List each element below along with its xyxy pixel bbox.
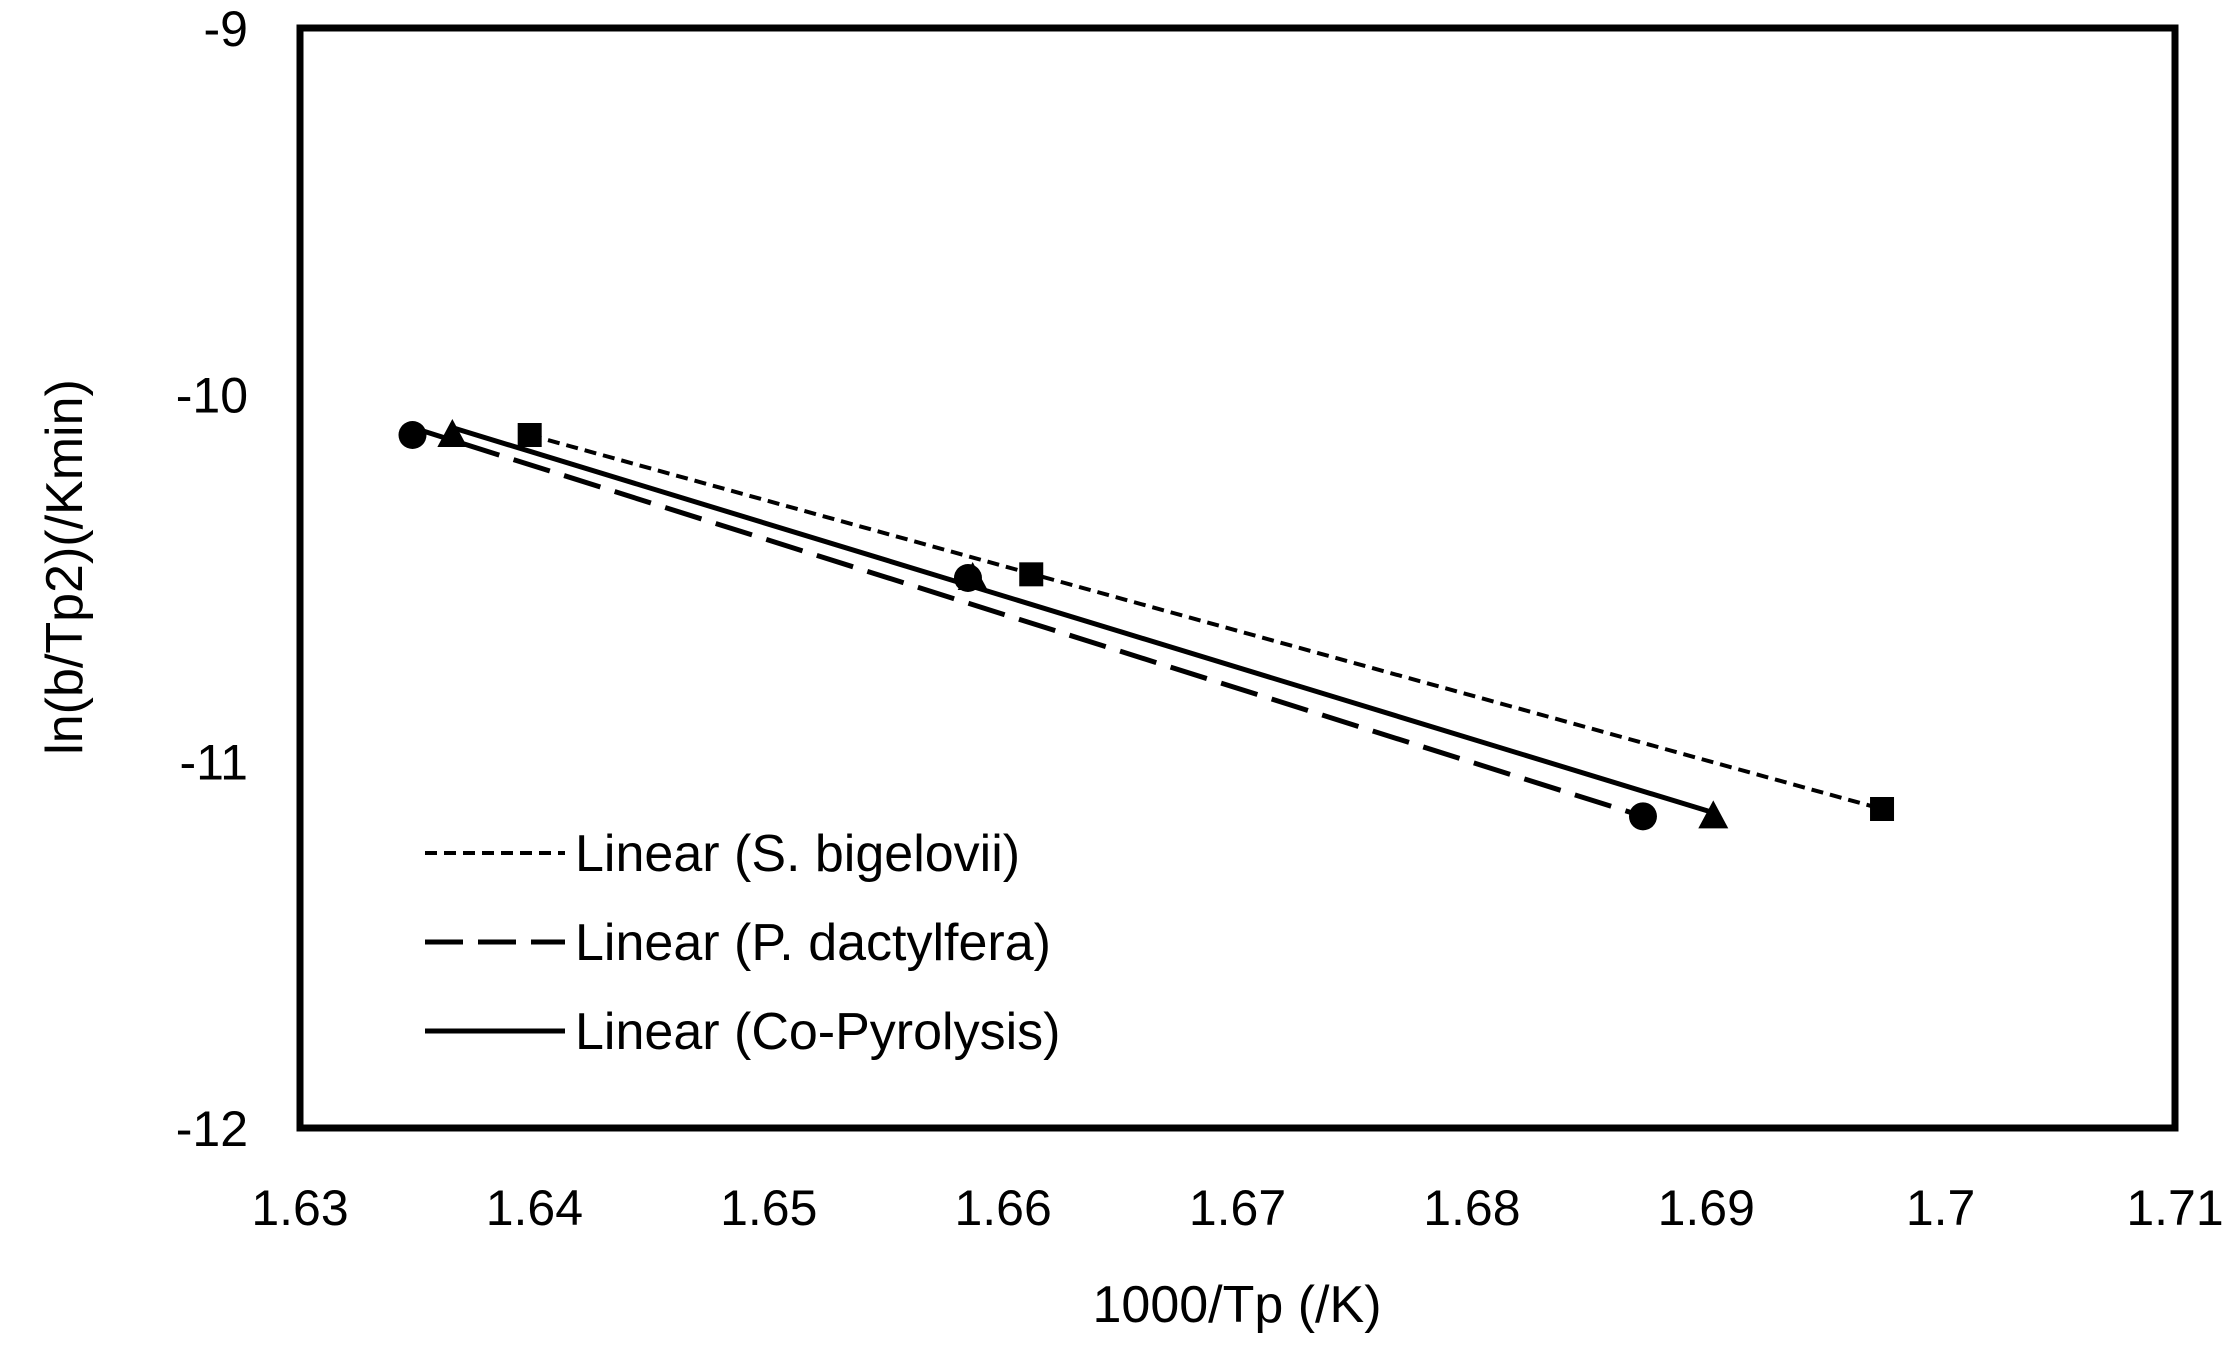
x-tick-label: 1.65 (720, 1180, 817, 1236)
data-point-co-pyrolysis (437, 419, 468, 447)
x-tick-label: 1.68 (1423, 1180, 1520, 1236)
legend-label: Linear (S. bigelovii) (575, 825, 1020, 883)
data-point-s-bigelovii (517, 423, 542, 447)
legend-label: Linear (P. dactylfera) (575, 914, 1051, 972)
trendline-co-pyrolysis (451, 425, 1715, 816)
data-point-p-dactylfera (398, 421, 427, 449)
trendline-s-bigelovii (529, 433, 1883, 811)
x-tick-label: 1.67 (1189, 1180, 1286, 1236)
x-tick-label: 1.69 (1658, 1180, 1755, 1236)
plot-area-frame (296, 24, 2179, 1132)
data-point-co-pyrolysis (1698, 800, 1729, 829)
y-tick-label: -12 (176, 1101, 248, 1157)
y-axis-title: ln(b/Tp2)(/Kmin) (36, 379, 94, 755)
legend-label: Linear (Co-Pyrolysis) (575, 1003, 1060, 1061)
x-tick-label: 1.66 (954, 1180, 1051, 1236)
x-tick-label: 1.71 (2126, 1180, 2223, 1236)
data-point-s-bigelovii (1870, 797, 1895, 821)
trendline-group (411, 425, 1883, 819)
x-tick-label: 1.63 (251, 1180, 348, 1236)
data-point-p-dactylfera (1628, 802, 1657, 831)
marker-group (398, 419, 1895, 831)
trendline-p-dactylfera (411, 425, 1644, 819)
y-tick-label: -11 (179, 734, 248, 790)
tick-group: 1.63 1.64 1.65 1.66 1.67 1.68 1.69 1.7 1.71 -9 -10… (176, 1, 2224, 1236)
y-tick-label: -9 (204, 1, 248, 57)
x-tick-label: 1.7 (1906, 1180, 1976, 1236)
data-point-s-bigelovii (1019, 562, 1044, 587)
x-axis-title: 1000/Tp (/K) (1092, 1276, 1381, 1334)
x-tick-label: 1.64 (486, 1180, 583, 1236)
y-tick-label: -10 (176, 368, 248, 424)
legend: Linear (S. bigelovii) Linear (P. dactylfe… (425, 825, 1060, 1061)
data-point-co-pyrolysis (957, 562, 988, 590)
